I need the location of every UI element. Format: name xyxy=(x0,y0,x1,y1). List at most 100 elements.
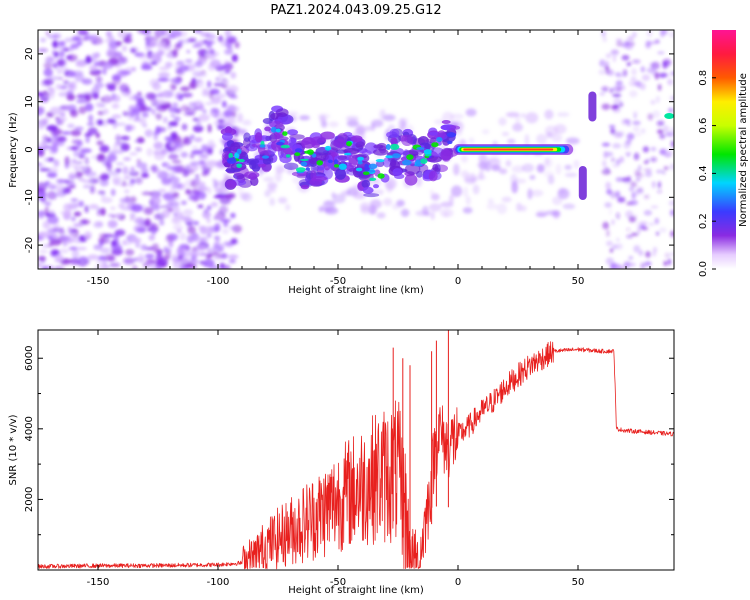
ridge-blob xyxy=(312,166,326,171)
noise-blob xyxy=(611,244,618,250)
noise-blob xyxy=(59,50,65,57)
ridge-blob xyxy=(290,137,297,144)
noise-blob xyxy=(510,173,518,186)
noise-blob xyxy=(194,61,203,68)
noise-blob xyxy=(277,197,288,204)
noise-blob xyxy=(555,163,562,175)
noise-blob xyxy=(629,199,639,206)
noise-blob xyxy=(524,134,530,146)
noise-blob xyxy=(194,178,200,185)
ridge-highlight xyxy=(259,144,266,148)
noise-blob xyxy=(180,151,188,158)
noise-blob xyxy=(198,191,206,200)
noise-blob xyxy=(465,195,471,206)
noise-blob xyxy=(202,236,208,245)
ridge-highlight xyxy=(385,144,391,150)
noise-blob xyxy=(603,150,608,159)
noise-blob xyxy=(206,217,211,224)
ridge-blob xyxy=(355,141,365,149)
noise-blob xyxy=(625,181,630,185)
noise-blob xyxy=(638,164,642,171)
noise-blob xyxy=(47,215,59,225)
noise-blob xyxy=(636,226,641,235)
noise-blob xyxy=(207,123,212,133)
noise-blob xyxy=(203,152,208,161)
noise-blob xyxy=(632,110,639,116)
noise-blob xyxy=(121,45,128,52)
ridge-blob xyxy=(363,193,380,198)
noise-blob xyxy=(113,51,123,58)
noise-blob xyxy=(643,210,653,216)
noise-blob xyxy=(663,166,669,171)
noise-blob xyxy=(136,97,145,106)
noise-blob xyxy=(605,53,612,59)
noise-blob xyxy=(129,152,138,156)
noise-blob xyxy=(652,182,656,186)
noise-blob xyxy=(648,222,655,226)
noise-blob xyxy=(109,262,121,268)
noise-blob xyxy=(225,194,235,200)
noise-blob xyxy=(205,40,213,49)
noise-blob xyxy=(472,184,480,195)
noise-blob xyxy=(196,118,202,127)
noise-blob xyxy=(213,83,225,87)
noise-blob xyxy=(573,159,580,169)
noise-blob xyxy=(151,228,157,235)
noise-blob xyxy=(616,238,620,242)
noise-blob xyxy=(453,163,460,176)
noise-blob xyxy=(78,200,84,207)
colorbar-tick-label: 0.2 xyxy=(698,213,709,229)
noise-blob xyxy=(128,170,140,177)
snr-line xyxy=(38,341,674,570)
noise-blob xyxy=(230,106,240,112)
noise-blob xyxy=(78,151,87,155)
noise-blob xyxy=(136,227,145,233)
noise-blob xyxy=(150,93,163,98)
noise-blob xyxy=(58,91,70,97)
noise-blob xyxy=(627,122,631,127)
noise-blob xyxy=(38,48,49,53)
noise-blob xyxy=(44,115,50,123)
noise-blob xyxy=(515,114,521,126)
noise-blob xyxy=(659,74,666,78)
ridge-highlight xyxy=(280,144,290,149)
noise-blob xyxy=(69,257,81,265)
noise-blob xyxy=(103,62,108,71)
noise-blob xyxy=(157,171,163,176)
noise-blob xyxy=(274,170,282,183)
noise-blob xyxy=(84,231,92,240)
noise-blob xyxy=(664,153,672,158)
ridge-blob xyxy=(418,164,429,173)
noise-blob xyxy=(213,242,219,249)
noise-blob xyxy=(82,184,91,189)
noise-blob xyxy=(382,114,396,121)
noise-blob xyxy=(616,159,620,165)
noise-blob xyxy=(153,141,164,150)
noise-blob xyxy=(74,126,84,131)
noise-blob xyxy=(465,108,477,117)
noise-blob xyxy=(144,190,149,196)
noise-blob xyxy=(76,93,89,100)
noise-blob xyxy=(38,262,42,268)
noise-blob xyxy=(172,212,178,217)
noise-blob xyxy=(137,53,150,60)
noise-blob xyxy=(498,117,507,126)
noise-blob xyxy=(84,56,93,64)
noise-blob xyxy=(172,225,184,231)
ridge-blob xyxy=(243,132,251,142)
noise-blob xyxy=(629,262,634,266)
noise-blob xyxy=(643,194,650,199)
noise-blob xyxy=(55,83,62,90)
noise-blob xyxy=(165,234,174,243)
noise-blob xyxy=(95,220,103,225)
ridge-highlight xyxy=(413,164,423,167)
noise-blob xyxy=(227,85,239,94)
noise-blob xyxy=(630,76,637,81)
noise-blob xyxy=(604,202,612,208)
y-tick-label: -10 xyxy=(24,189,35,205)
ridge-blob xyxy=(226,180,237,189)
noise-blob xyxy=(658,134,666,138)
noise-blob xyxy=(451,185,463,197)
noise-blob xyxy=(346,119,359,127)
noise-blob xyxy=(608,208,613,215)
